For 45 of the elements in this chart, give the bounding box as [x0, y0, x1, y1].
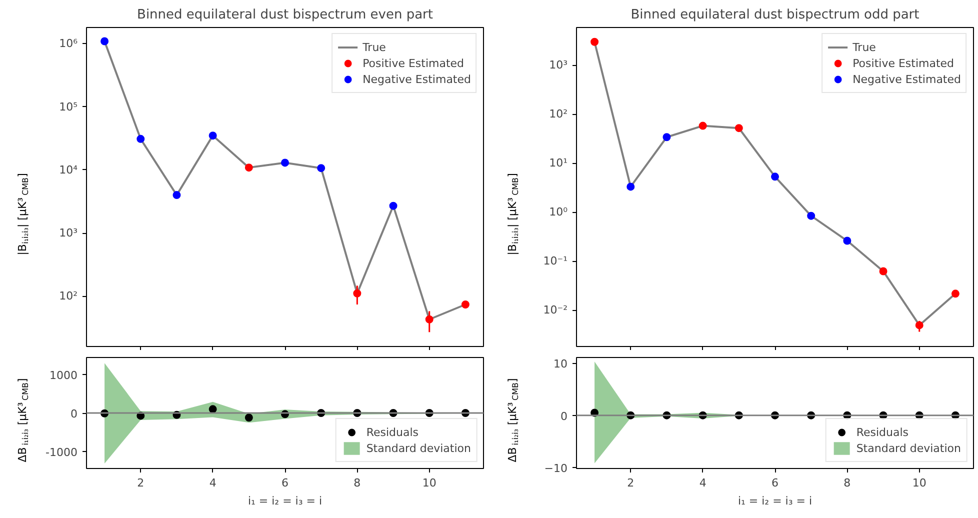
x-tick-label: 10	[422, 476, 436, 490]
y-tick-label: 10⁶	[59, 37, 78, 50]
y-tick-label: 10⁰	[549, 206, 568, 219]
y-tick-label: 10¹	[549, 156, 568, 170]
x-tick-label: 4	[699, 476, 706, 490]
legend-label: True	[362, 40, 386, 55]
x-tick-label: 6	[282, 476, 288, 490]
x-tick-label: 6	[772, 476, 778, 490]
y-axis-title: |Bi₁i₂i₃| [μK³CMB]	[16, 173, 30, 256]
y-tick-label: 1000	[50, 368, 78, 382]
y-tick-label: 10⁻²	[543, 304, 568, 317]
y-tick-label: 10³	[549, 58, 568, 72]
x-axis-title: i₁ = i₂ = i₃ = i	[248, 494, 322, 508]
legend-label: Negative Estimated	[362, 72, 471, 87]
y-axis-title: ΔBi₁i₂i₃ [μK³CMB]	[16, 378, 30, 462]
y-tick-label: -1000	[46, 446, 78, 460]
x-axis-title: i₁ = i₂ = i₃ = i	[738, 494, 812, 508]
legend-label: Standard deviation	[366, 440, 471, 456]
chart-title: Binned equilateral dust bispectrum odd part	[630, 8, 920, 22]
y-tick-label: 10	[554, 358, 568, 371]
x-tick-label: 2	[137, 476, 144, 490]
chart-title: Binned equilateral dust bispectrum even part	[137, 8, 433, 22]
y-axis-title: |Bi₁i₂i₃| [μK³CMB]	[506, 173, 520, 256]
x-tick-label: 4	[209, 476, 216, 490]
legend-label: True	[852, 40, 876, 55]
y-tick-label: 10⁵	[59, 100, 78, 114]
legend-label: Positive Estimated	[852, 56, 954, 71]
legend-label: Residuals	[366, 424, 419, 440]
legend-label: Standard deviation	[856, 440, 961, 456]
y-tick-label: 10²	[549, 108, 568, 121]
y-tick-label: 0	[70, 408, 78, 420]
legend-label: Positive Estimated	[362, 56, 464, 71]
y-tick-label: 0	[560, 410, 568, 423]
legend-label: Residuals	[856, 424, 909, 440]
legend-label: Negative Estimated	[852, 72, 961, 87]
x-tick-label: 8	[354, 476, 361, 490]
x-tick-label: 8	[844, 476, 851, 490]
x-tick-label: 10	[912, 476, 926, 490]
y-tick-label: 10²	[59, 290, 78, 303]
y-tick-label: 10⁻¹	[543, 254, 568, 268]
y-tick-label: 10⁴	[59, 163, 78, 176]
y-axis-title: ΔBi₁i₂i₃ [μK³CMB]	[506, 378, 520, 462]
x-tick-label: 2	[627, 476, 634, 490]
y-tick-label: 10³	[59, 226, 78, 240]
y-tick-label: −10	[544, 462, 568, 475]
